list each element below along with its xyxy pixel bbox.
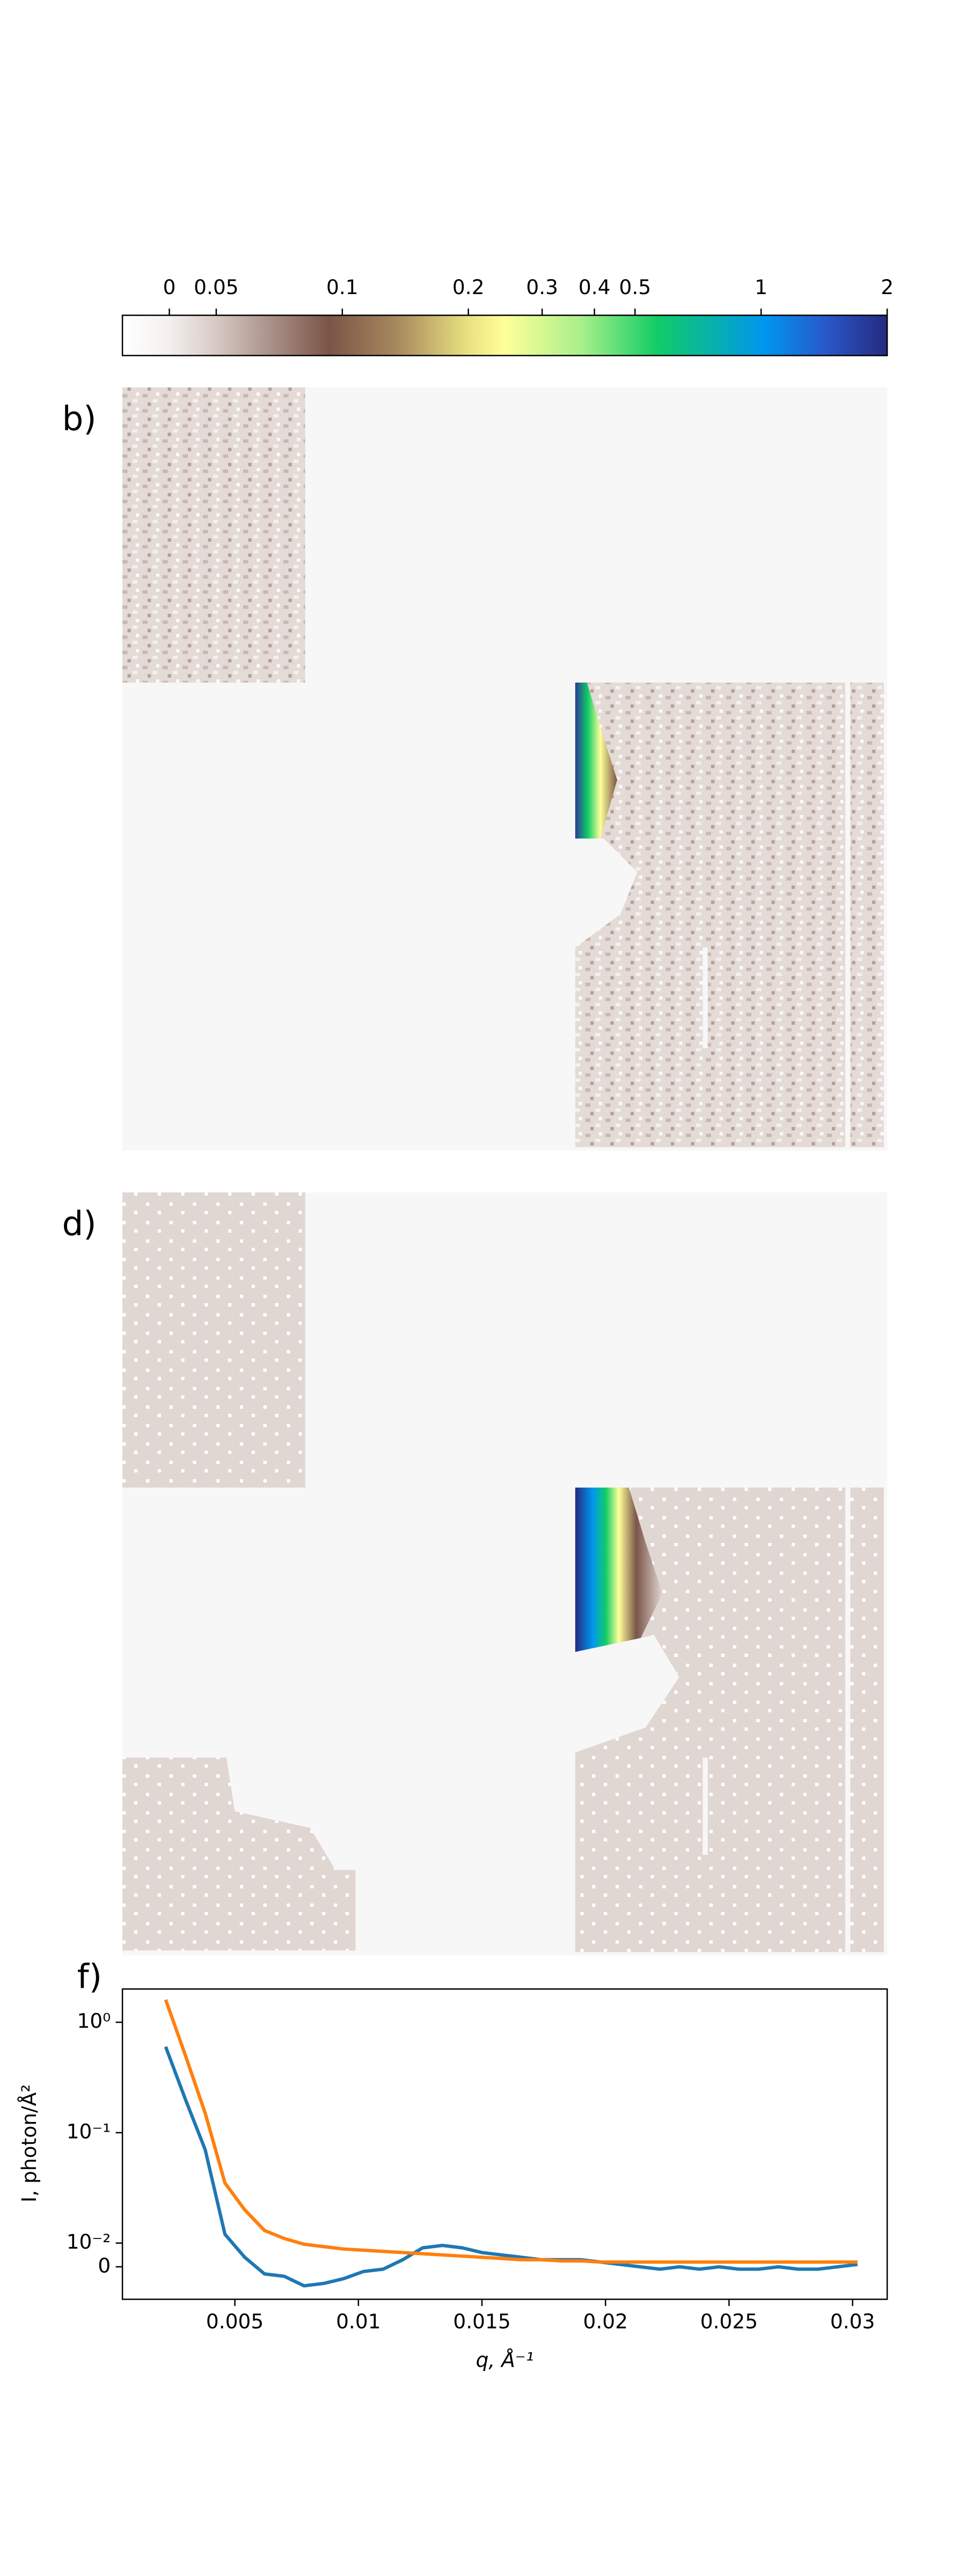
colorbar-tick-label: 1 bbox=[755, 275, 767, 299]
x-tick-label: 0.025 bbox=[700, 2310, 758, 2333]
axes-frame bbox=[121, 1988, 888, 2300]
image-panel-d bbox=[122, 1192, 888, 1956]
y-axis-label: I, photon/Å² bbox=[17, 2084, 41, 2202]
colorbar bbox=[121, 314, 888, 356]
y-tick-label: 10⁻² bbox=[67, 2230, 111, 2253]
x-tick-label: 0.03 bbox=[830, 2310, 875, 2333]
y-tick-label: 10⁻¹ bbox=[67, 2119, 111, 2143]
y-tick-label: 10⁰ bbox=[77, 2009, 111, 2033]
colorbar-tick-label: 0.4 bbox=[579, 275, 611, 299]
panel-label: d) bbox=[62, 1204, 97, 1243]
panel-label: b) bbox=[62, 399, 97, 438]
colorbar-tick-label: 0.5 bbox=[619, 275, 651, 299]
colorbar-tick-label: 0.05 bbox=[194, 275, 239, 299]
x-axis-label: q, Å⁻¹ bbox=[476, 2348, 534, 2372]
x-tick-label: 0.01 bbox=[336, 2310, 381, 2333]
colorbar-tick-label: 0.2 bbox=[452, 275, 485, 299]
colorbar-tick-label: 0.3 bbox=[526, 275, 558, 299]
x-tick-label: 0.005 bbox=[206, 2310, 264, 2333]
line-series bbox=[164, 2046, 858, 2288]
line-series bbox=[164, 1999, 858, 2264]
colorbar-tick-label: 0.1 bbox=[326, 275, 358, 299]
panel-label: f) bbox=[77, 1957, 102, 1996]
image-panel-b bbox=[122, 387, 888, 1151]
x-tick-label: 0.015 bbox=[453, 2310, 510, 2333]
x-tick-label: 0.02 bbox=[583, 2310, 628, 2333]
y-tick-label: 0 bbox=[98, 2253, 111, 2277]
colorbar-tick-label: 2 bbox=[881, 275, 894, 299]
colorbar-tick-label: 0 bbox=[163, 275, 176, 299]
